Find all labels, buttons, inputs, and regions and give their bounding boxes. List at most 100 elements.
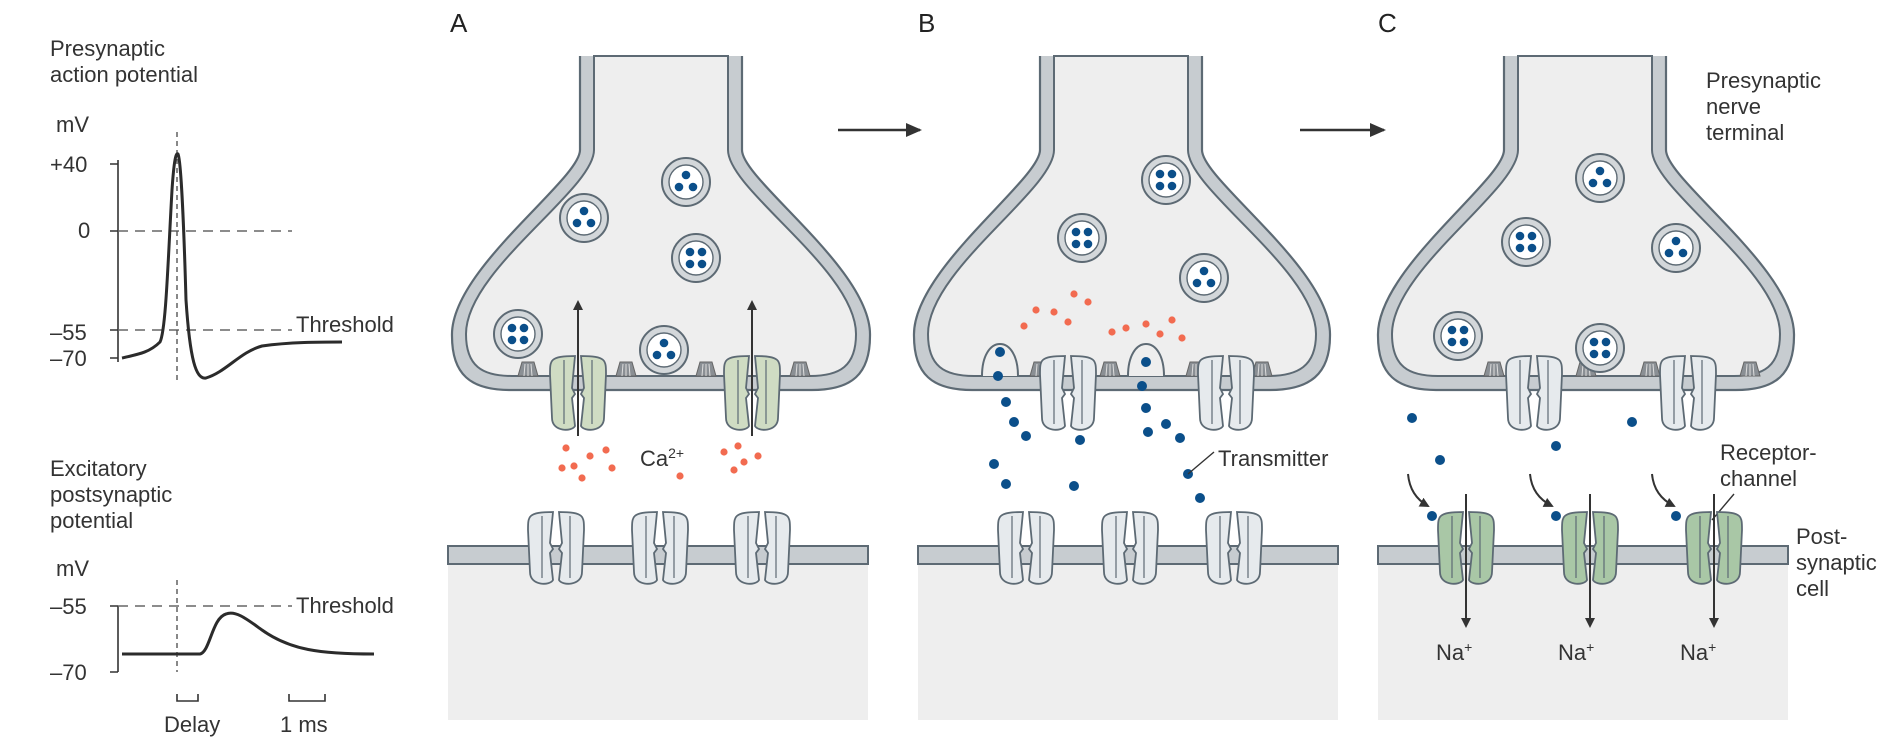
transmitter-molecule (519, 323, 529, 333)
calcium-ion (1020, 322, 1028, 330)
epsp-tick-minus55: –55 (50, 594, 87, 619)
presynaptic-title-line2: action potential (50, 62, 198, 87)
transmitter-molecule (1155, 181, 1165, 191)
transmitter-molecule (1602, 178, 1612, 188)
epsp-title-line3: potential (50, 508, 133, 533)
transmitter-molecule (1075, 435, 1085, 445)
closed-receptor-channel (997, 511, 1055, 585)
transmitter-molecule (1137, 381, 1147, 391)
transmitter-molecule (685, 259, 695, 269)
vesicle (1433, 311, 1483, 361)
vesicle (671, 233, 721, 283)
calcium-ion (1064, 318, 1072, 326)
panel-a-postsynaptic-cell (448, 552, 868, 720)
vesicle (559, 193, 609, 243)
calcium-ion (578, 474, 586, 482)
calcium-ion (740, 458, 748, 466)
presynaptic-y-ticks (110, 163, 118, 359)
calcium-channel-closed (1659, 355, 1717, 431)
epsp-y-ticks (110, 605, 118, 673)
calcium-ion (1142, 320, 1150, 328)
calcium-ion (570, 462, 578, 470)
transmitter-molecule (1141, 357, 1151, 367)
presynaptic-unit: mV (56, 112, 89, 137)
transmitter-molecule (1407, 413, 1417, 423)
terminal-label-line2: nerve (1706, 94, 1761, 119)
binding-arrow (1529, 473, 1554, 507)
transmitter-molecule (1021, 431, 1031, 441)
transmitter-molecule (685, 247, 695, 257)
transmitter-molecule (1069, 481, 1079, 491)
transmitter-molecule (1427, 511, 1437, 521)
transmitter-molecule (1083, 227, 1093, 237)
transmitter-molecule (1155, 169, 1165, 179)
transmitter-molecule (1143, 427, 1153, 437)
epsp-tick-minus70: –70 (50, 660, 87, 685)
transmitter-molecule (1664, 248, 1674, 258)
calcium-channel-closed (1505, 355, 1563, 431)
closed-receptor-channel (733, 511, 791, 585)
panel-a: A (447, 8, 872, 720)
calcium-ion (558, 464, 566, 472)
binding-arrow (1407, 473, 1430, 507)
transmitter-molecule (1071, 239, 1081, 249)
transmitter-molecule (1589, 349, 1599, 359)
active-zone-density (789, 361, 811, 377)
closed-receptor-channel (527, 511, 585, 585)
transmitter-molecule (1009, 417, 1019, 427)
closed-receptor-channel (1205, 511, 1263, 585)
flux-arrows (573, 300, 1719, 628)
panel-b: B (912, 8, 1339, 720)
na-label-2: Na+ (1558, 639, 1594, 665)
transmitter-molecule (1515, 243, 1525, 253)
transmitter-molecule (688, 182, 698, 192)
calcium-label: Ca2+ (640, 445, 684, 471)
ms-scale-bar (288, 694, 326, 702)
closed-receptor-channel (631, 511, 689, 585)
transmitter-molecule (1167, 169, 1177, 179)
calcium-channel-closed (1197, 355, 1255, 431)
calcium-ion (608, 464, 616, 472)
vesicle (1179, 253, 1229, 303)
vesicle (661, 157, 711, 207)
transmitter-molecule (1001, 397, 1011, 407)
na-label-1: Na+ (1436, 639, 1472, 665)
post-label-line3: cell (1796, 576, 1829, 601)
ions-and-transmitter (558, 290, 1681, 521)
terminal-label-line1: Presynaptic (1706, 68, 1821, 93)
transmitter-molecule (1678, 248, 1688, 258)
transmitter-molecule (1435, 455, 1445, 465)
presynaptic-trace: Presynaptic action potential mV +40 0 –5… (50, 36, 394, 382)
open-receptor-channel (1561, 511, 1619, 585)
transmitter-molecule (681, 170, 691, 180)
transmitter-molecule (1167, 181, 1177, 191)
calcium-ion (720, 448, 728, 456)
calcium-ion (602, 446, 610, 454)
delay-bracket (176, 694, 199, 702)
epsp-curve (122, 611, 375, 656)
tick-0: 0 (78, 218, 90, 243)
transmitter-molecule (1199, 266, 1209, 276)
fusion-pore-left (981, 342, 1019, 377)
calcium-ion (1070, 290, 1078, 298)
postsynaptic-trace: Excitatory postsynaptic potential mV –55… (50, 456, 394, 737)
transmitter-molecule (1447, 325, 1457, 335)
membrane-channels (527, 355, 1743, 585)
transmitter-molecule (1001, 479, 1011, 489)
calcium-ion (1178, 334, 1186, 342)
action-potential-curve (121, 152, 343, 380)
calcium-channel-closed (1039, 355, 1097, 431)
post-label-line1: Post- (1796, 524, 1847, 549)
calcium-ion (730, 466, 738, 474)
panel-c-terminal-cytoplasm (1390, 55, 1782, 377)
vesicle (1575, 153, 1625, 203)
vesicle (1057, 213, 1107, 263)
transmitter-molecule (1627, 417, 1637, 427)
transmitter-molecule (507, 335, 517, 345)
panel-b-terminal-cytoplasm (926, 55, 1318, 377)
threshold-label-epsp: Threshold (296, 593, 394, 618)
vesicle (1501, 217, 1551, 267)
transmitter-molecule (995, 347, 1005, 357)
transmitter-leader-line (1187, 451, 1215, 475)
